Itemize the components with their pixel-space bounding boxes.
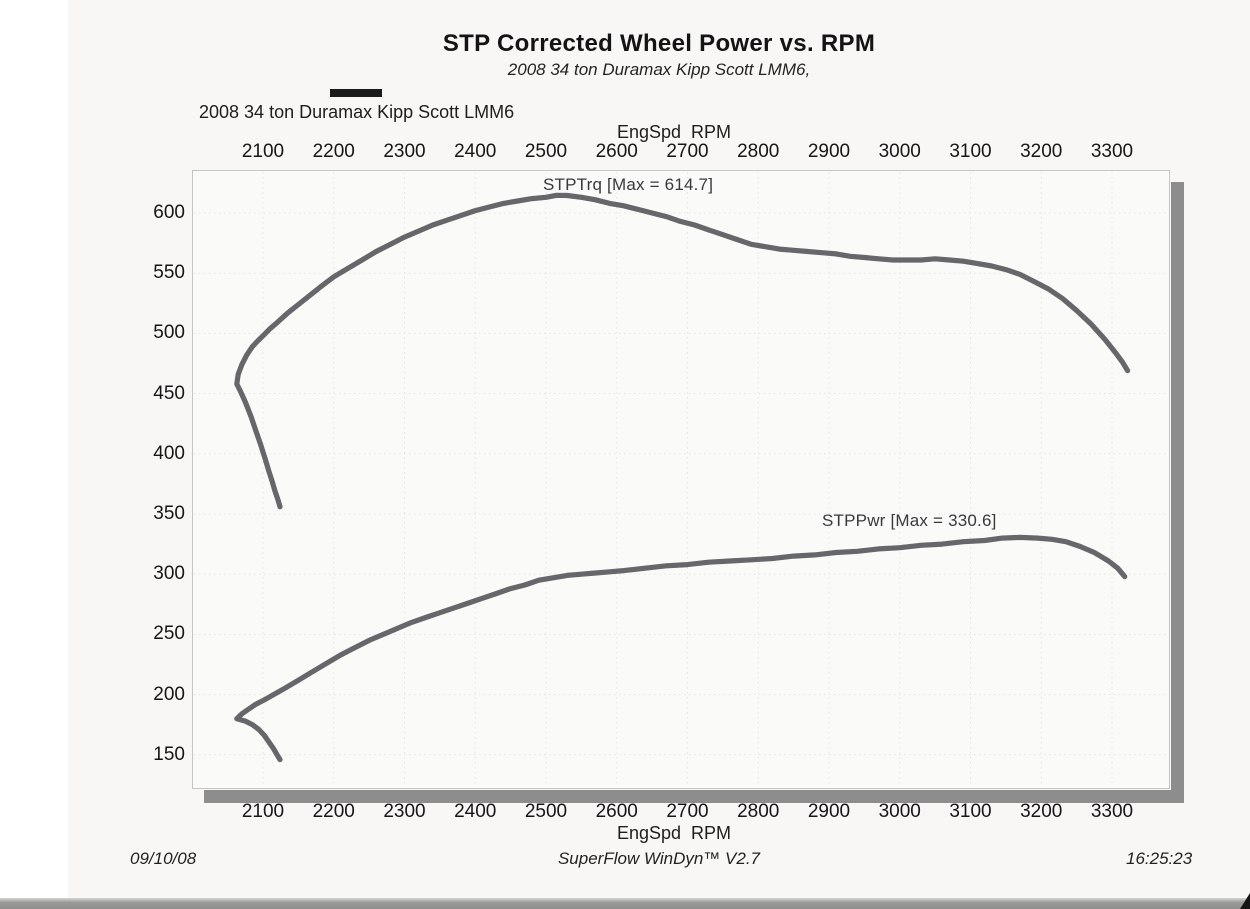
x-tick-label: 2400 (454, 801, 497, 822)
footer-time: 16:25:23 (1126, 849, 1193, 868)
x-tick-label: 2100 (241, 801, 285, 822)
bottom-axis-title: EngSpd RPM (616, 823, 732, 843)
top-axis-title: EngSpd RPM (616, 122, 732, 142)
x-tick-label: 2800 (737, 141, 780, 162)
x-tick-label: 3300 (1090, 801, 1134, 822)
y-tick-label: 500 (153, 322, 185, 344)
x-tick-label: 3100 (949, 801, 992, 822)
legend-label: 2008 34 ton Duramax Kipp Scott LMM6 (199, 102, 515, 122)
chart-title: STP Corrected Wheel Power vs. RPM (442, 30, 876, 57)
scan-corner-mark (1240, 893, 1250, 909)
y-tick-label: 300 (153, 563, 185, 585)
footer-date: 09/10/08 (130, 849, 197, 868)
x-tick-label: 3200 (1020, 801, 1063, 822)
x-tick-label: 2300 (383, 141, 426, 162)
x-tick-label: 2600 (595, 801, 638, 822)
y-tick-label: 250 (153, 623, 185, 645)
plot-shadow-bottom (204, 790, 1184, 803)
x-tick-label: 2300 (383, 801, 426, 822)
x-tick-label: 2600 (595, 141, 638, 162)
x-tick-label: 2800 (737, 801, 780, 822)
power-annotation: STPPwr [Max = 330.6] (822, 511, 997, 530)
plot-shadow-right (1171, 182, 1184, 802)
x-tick-label: 3000 (878, 801, 921, 822)
x-tick-label: 2500 (524, 801, 568, 822)
x-tick-label: 2900 (807, 801, 851, 822)
x-tick-label: 3300 (1090, 141, 1134, 162)
scan-edge-bottom (0, 898, 1250, 909)
y-tick-label: 150 (153, 743, 185, 765)
chart-subtitle: 2008 34 ton Duramax Kipp Scott LMM6, (507, 60, 811, 79)
y-tick-label: 600 (153, 202, 185, 223)
y-tick-label: 450 (153, 382, 185, 404)
y-tick-label: 550 (153, 262, 185, 284)
x-tick-label: 2700 (666, 141, 709, 162)
x-tick-label: 3000 (878, 141, 921, 162)
torque-annotation: STPTrq [Max = 614.7] (543, 175, 714, 194)
x-tick-label: 2900 (807, 141, 851, 162)
y-tick-label: 350 (153, 503, 185, 524)
x-tick-label: 2700 (666, 801, 709, 822)
footer-software: SuperFlow WinDyn™ V2.7 (557, 849, 761, 868)
y-tick-label: 400 (153, 442, 185, 464)
x-tick-label: 3100 (949, 141, 992, 162)
plot-area (192, 170, 1170, 789)
x-tick-label: 2500 (524, 141, 568, 162)
x-tick-label: 2100 (241, 141, 285, 162)
legend-swatch (330, 89, 382, 97)
x-tick-label: 2200 (312, 801, 355, 822)
x-tick-label: 2200 (312, 141, 355, 162)
y-tick-label: 200 (153, 683, 185, 705)
x-tick-label: 3200 (1020, 141, 1063, 162)
x-tick-label: 2400 (454, 141, 497, 162)
